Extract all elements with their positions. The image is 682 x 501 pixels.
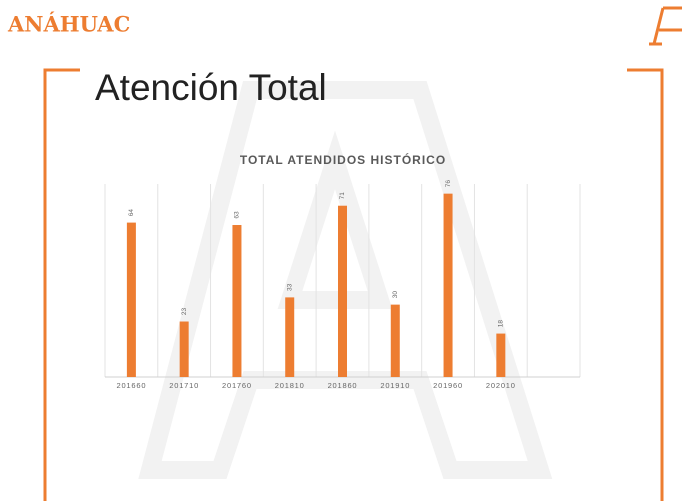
data-label: 63 [234,211,241,219]
x-tick-label: 201960 [433,381,463,390]
data-label: 33 [286,283,293,291]
bar [496,333,506,377]
x-tick-label: 201910 [380,381,410,390]
logo-icon [649,6,682,46]
bar [443,193,453,377]
data-label: 76 [445,180,452,188]
data-label: 71 [339,192,346,200]
x-tick-label: 201810 [275,381,305,390]
bar [390,304,400,377]
chart-title: TOTAL ATENDIDOS HISTÓRICO [240,152,446,167]
data-label: 18 [498,320,505,328]
logo: ANÁHUAC [7,12,130,37]
data-label: 64 [128,209,135,217]
watermark [138,81,553,479]
frame-right [627,68,664,501]
x-tick-label: 202010 [486,381,516,390]
bar [126,222,136,377]
x-tick-label: 201760 [222,381,252,390]
bar [179,321,189,377]
data-label: 30 [392,291,399,299]
x-tick-label: 201860 [328,381,358,390]
bar [232,225,242,377]
slide-title: Atención Total [95,67,327,108]
x-tick-label: 201660 [116,381,146,390]
bar [338,205,347,377]
bar [285,297,295,377]
data-label: 23 [181,308,188,316]
x-tick-label: 201710 [169,381,199,390]
frame-left [43,68,80,501]
